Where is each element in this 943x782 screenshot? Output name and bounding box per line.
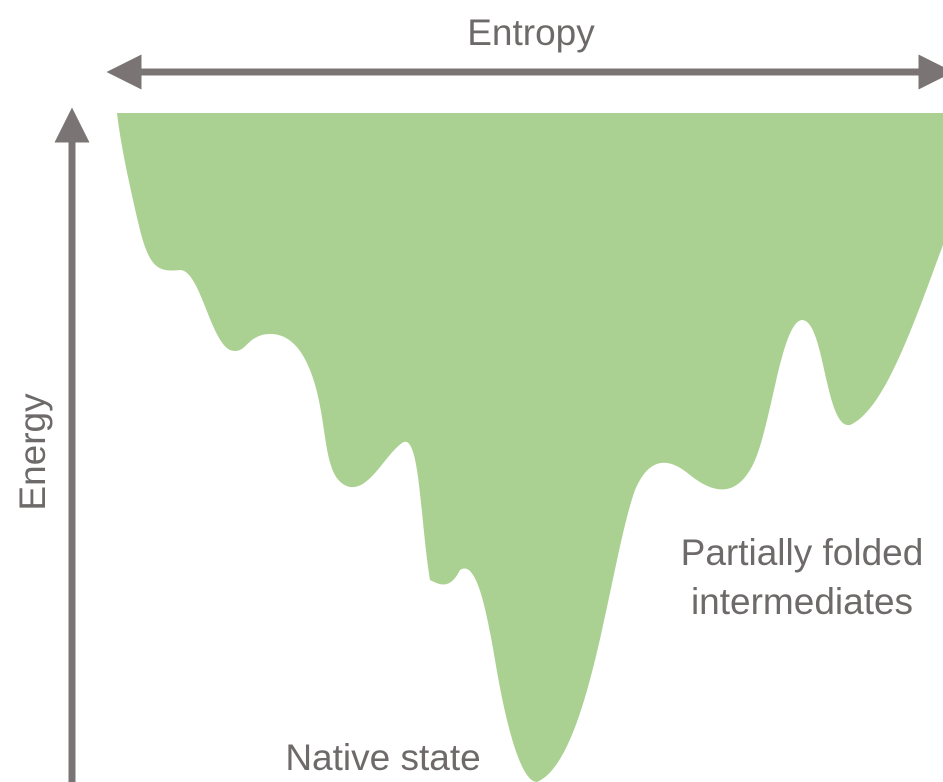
intermediates-label: intermediates [691, 581, 913, 622]
folding-funnel [117, 113, 943, 782]
x-axis-label: Entropy [467, 12, 595, 53]
y-axis-label: Energy [12, 393, 53, 511]
intermediates-label: Partially folded [681, 532, 924, 573]
native-state-label: Native state [285, 737, 480, 778]
